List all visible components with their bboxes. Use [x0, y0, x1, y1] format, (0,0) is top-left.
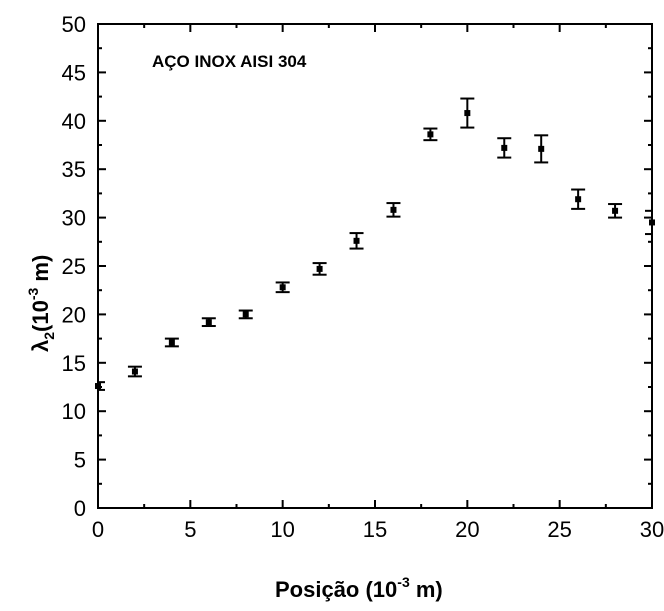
y-tick-label: 0: [74, 496, 86, 521]
data-point: [427, 131, 434, 138]
data-point: [95, 383, 101, 390]
data-point: [131, 368, 138, 375]
tick-labels: 0 5 10 15 20 25 30 0 5 10 15 20 25 30 35 40 45 50: [62, 12, 664, 542]
plot-frame: [97, 23, 653, 509]
x-tick-label: 20: [455, 517, 479, 542]
data-point: [501, 144, 508, 151]
x-axis-label-text: Posição (10: [275, 577, 397, 602]
data-point: [279, 284, 286, 291]
y-tick-label: 45: [62, 60, 86, 85]
ticks: [97, 23, 653, 509]
data-point: [464, 110, 471, 117]
y-axis-label-text: (10: [28, 300, 53, 332]
x-tick-label: 5: [184, 517, 196, 542]
data-point: [316, 265, 323, 272]
y-tick-label: 20: [62, 302, 86, 327]
y-tick-label: 10: [62, 399, 86, 424]
chart-annotation: AÇO INOX AISI 304: [152, 52, 307, 71]
x-axis-label: Posição (10-3 m): [275, 574, 443, 602]
data-point: [575, 196, 582, 203]
y-axis-label: λ2(10-3 m): [25, 255, 57, 352]
y-axis-label-subscript: 2: [41, 332, 57, 340]
data-point: [168, 339, 175, 346]
x-tick-label: 15: [363, 517, 387, 542]
error-bars: [97, 97, 653, 391]
x-tick-label: 30: [640, 517, 664, 542]
x-tick-label: 10: [270, 517, 294, 542]
data-point: [353, 237, 360, 244]
x-axis-label-exponent: -3: [397, 574, 410, 590]
y-tick-label: 40: [62, 109, 86, 134]
y-tick-label: 15: [62, 351, 86, 376]
data-point: [612, 207, 619, 214]
y-tick-label: 30: [62, 206, 86, 231]
y-tick-label: 5: [74, 448, 86, 473]
data-point: [205, 319, 212, 326]
data-markers: [95, 110, 655, 390]
data-point: [538, 145, 545, 152]
y-tick-label: 25: [62, 254, 86, 279]
y-axis-label-exponent: -3: [25, 287, 41, 300]
data-point: [390, 206, 397, 213]
x-tick-label: 25: [547, 517, 571, 542]
y-tick-label: 50: [62, 12, 86, 37]
y-axis-label-symbol: λ: [28, 340, 53, 352]
y-tick-label: 35: [62, 157, 86, 182]
y-axis-label-unit: m): [28, 255, 53, 288]
data-point: [649, 219, 655, 226]
data-point: [242, 311, 249, 318]
x-tick-label: 0: [92, 517, 104, 542]
x-axis-label-unit: m): [410, 577, 443, 602]
